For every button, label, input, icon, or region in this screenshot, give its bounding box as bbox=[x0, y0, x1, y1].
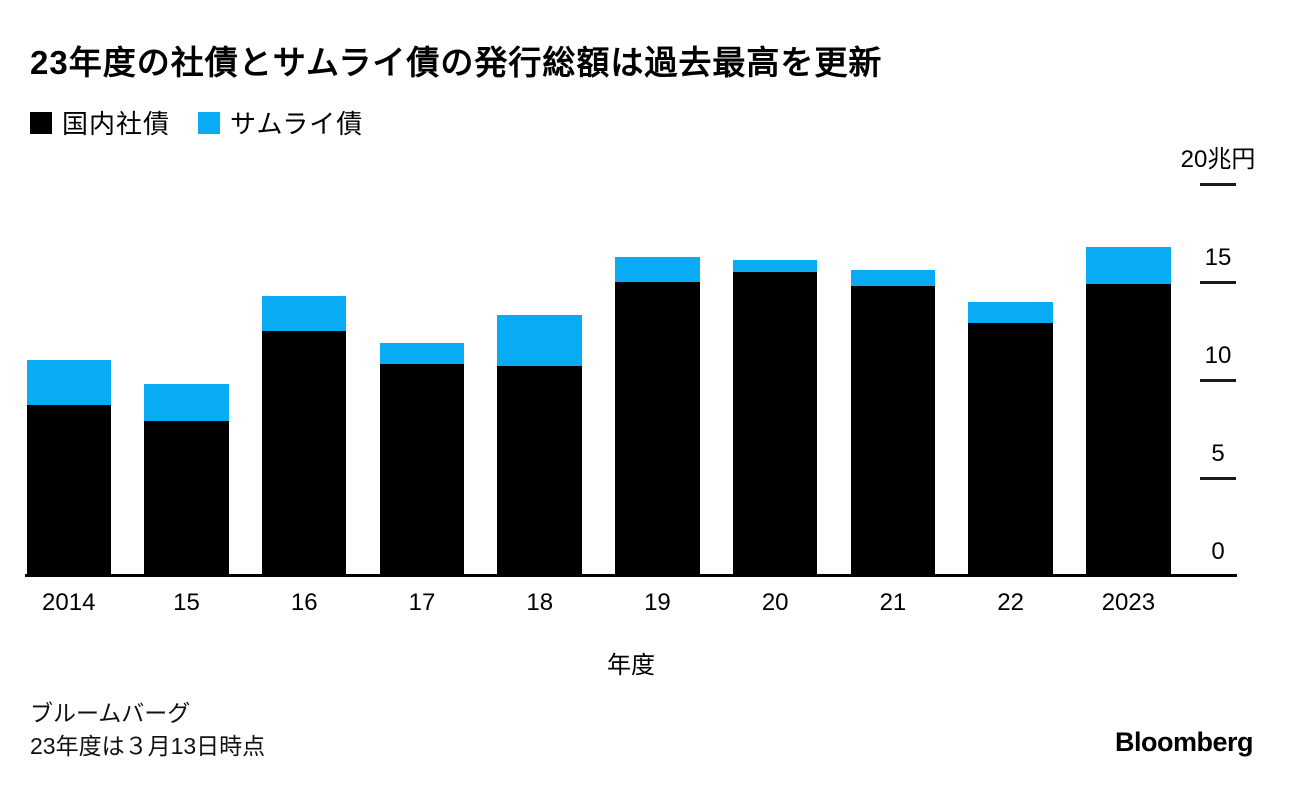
chart-title: 23年度の社債とサムライ債の発行総額は過去最高を更新 bbox=[30, 44, 883, 81]
bar-segment-domestic-bond-21 bbox=[850, 285, 936, 576]
bar-segment-samurai-bond-16 bbox=[261, 295, 347, 331]
x-tick-label-16: 16 bbox=[290, 589, 318, 616]
legend-item-domestic-bond: 国内社債 bbox=[30, 104, 170, 141]
bar-segment-samurai-bond-18 bbox=[497, 315, 582, 367]
x-axis-line bbox=[25, 574, 1237, 577]
y-tick-label-10: 10 bbox=[1204, 342, 1232, 369]
bar-segment-samurai-bond-2014 bbox=[26, 360, 111, 406]
y-tick-dash-15 bbox=[1200, 280, 1236, 284]
note-text: 23年度は３月13日時点 bbox=[30, 733, 266, 759]
bar-segment-domestic-bond-17 bbox=[379, 364, 465, 576]
bar-segment-samurai-bond-17 bbox=[379, 342, 465, 365]
x-tick-label-2014: 2014 bbox=[42, 589, 96, 616]
bar-segment-domestic-bond-19 bbox=[615, 282, 700, 576]
legend-swatch-samurai-bond bbox=[198, 111, 221, 134]
legend: 国内社債 サムライ債 bbox=[30, 104, 363, 141]
x-tick-label-21: 21 bbox=[879, 589, 907, 616]
legend-item-samurai-bond: サムライ債 bbox=[198, 104, 363, 141]
bar-segment-domestic-bond-2023 bbox=[1086, 283, 1171, 576]
legend-swatch-domestic-bond bbox=[30, 111, 52, 134]
y-tick-label-20: 20兆円 bbox=[1180, 146, 1256, 173]
y-tick-label-5: 5 bbox=[1211, 440, 1225, 467]
y-tick-dash-5 bbox=[1200, 476, 1236, 480]
bar-segment-samurai-bond-19 bbox=[615, 256, 700, 282]
x-tick-label-17: 17 bbox=[408, 589, 436, 616]
bar-segment-domestic-bond-16 bbox=[261, 331, 347, 576]
x-axis-title: 年度 bbox=[607, 652, 655, 679]
bar-segment-domestic-bond-15 bbox=[144, 421, 229, 576]
y-tick-dash-20 bbox=[1200, 182, 1236, 186]
y-tick-dash-10 bbox=[1200, 378, 1236, 382]
bar-segment-domestic-bond-18 bbox=[497, 366, 582, 576]
legend-label-samurai-bond: サムライ債 bbox=[230, 109, 364, 139]
bar-segment-domestic-bond-20 bbox=[732, 272, 818, 576]
footer-source-block: ブルームバーグ 23年度は３月13日時点 bbox=[30, 697, 265, 763]
x-tick-label-20: 20 bbox=[761, 589, 789, 616]
x-tick-label-22: 22 bbox=[997, 589, 1024, 616]
bloomberg-logo: Bloomberg bbox=[1114, 727, 1254, 757]
bar-segment-samurai-bond-20 bbox=[732, 260, 818, 273]
bar-segment-samurai-bond-15 bbox=[144, 383, 229, 422]
x-tick-label-15: 15 bbox=[173, 589, 200, 616]
y-tick-label-15: 15 bbox=[1204, 244, 1232, 271]
y-tick-label-0: 0 bbox=[1211, 538, 1225, 565]
bar-segment-samurai-bond-2023 bbox=[1086, 246, 1171, 284]
bar-segment-samurai-bond-21 bbox=[850, 270, 936, 286]
bar-segment-domestic-bond-2014 bbox=[26, 405, 111, 576]
bar-segment-samurai-bond-22 bbox=[968, 301, 1053, 324]
legend-label-domestic-bond: 国内社債 bbox=[62, 109, 171, 139]
x-tick-label-2023: 2023 bbox=[1101, 589, 1156, 616]
x-tick-label-19: 19 bbox=[644, 589, 671, 616]
x-tick-label-18: 18 bbox=[526, 589, 554, 616]
source-text: ブルームバーグ bbox=[30, 700, 191, 726]
bar-segment-domestic-bond-22 bbox=[968, 323, 1053, 576]
